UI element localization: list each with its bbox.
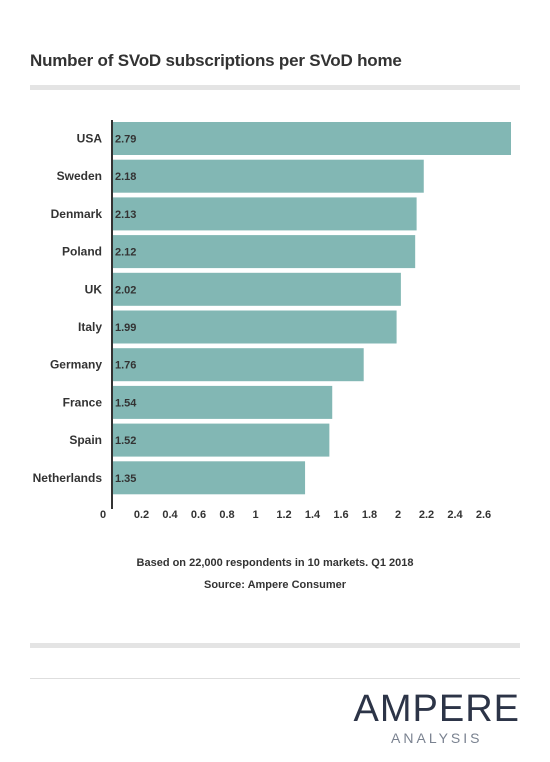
bottom-divider — [30, 643, 520, 648]
category-label: USA — [77, 132, 103, 146]
footer-divider — [30, 678, 520, 679]
category-label: Denmark — [51, 207, 103, 221]
logo-subtitle: ANALYSIS — [391, 730, 483, 746]
bar-uk — [112, 272, 401, 306]
category-label: Poland — [62, 245, 102, 259]
category-label: Italy — [78, 320, 102, 334]
top-divider — [30, 85, 520, 90]
bar-sweden — [112, 159, 424, 193]
x-tick-label: 1.6 — [333, 509, 348, 521]
bar-poland — [112, 235, 416, 269]
x-tick-label: 1.4 — [305, 509, 321, 521]
data-label: 2.13 — [115, 209, 136, 221]
x-tick-label: 1 — [252, 509, 258, 521]
bar-netherlands — [112, 461, 306, 495]
bar-denmark — [112, 197, 417, 231]
category-label: Netherlands — [33, 471, 103, 485]
bar-usa — [112, 122, 511, 155]
x-tick-label: 2.2 — [419, 509, 434, 521]
data-label: 1.76 — [115, 360, 136, 372]
data-label: 2.79 — [115, 134, 136, 146]
x-tick-label: 0.8 — [219, 509, 234, 521]
category-label: Germany — [50, 358, 102, 372]
bar-germany — [112, 348, 364, 382]
x-tick-label: 0.4 — [162, 509, 178, 521]
bar-france — [112, 385, 333, 419]
logo-wordmark: AMPERE — [353, 688, 520, 730]
data-label: 2.02 — [115, 284, 136, 296]
respondents-note: Based on 22,000 respondents in 10 market… — [136, 557, 414, 569]
source-note: Source: Ampere Consumer — [203, 579, 347, 591]
category-label: Sweden — [57, 169, 102, 183]
data-label: 1.54 — [115, 397, 137, 409]
bar-italy — [112, 310, 397, 344]
category-label: France — [63, 395, 103, 409]
x-tick-label: 1.8 — [362, 509, 377, 521]
chart-title: Number of SVoD subscriptions per SVoD ho… — [30, 51, 402, 70]
data-label: 1.52 — [115, 435, 136, 447]
x-tick-label: 0.2 — [134, 509, 149, 521]
category-label: Spain — [69, 433, 102, 447]
x-tick-label: 0 — [100, 509, 106, 521]
x-tick-label: 2.6 — [476, 509, 491, 521]
bar-chart: USA 2.79 Sweden 2.18 Denmark 2.13 Poland 2.12 UK… — [33, 120, 511, 521]
x-tick-label: 0.6 — [191, 509, 206, 521]
bar-spain — [112, 423, 330, 457]
x-tick-label: 2.4 — [447, 509, 463, 521]
data-label: 2.12 — [115, 247, 136, 259]
data-label: 1.99 — [115, 322, 136, 334]
x-tick-label: 2 — [395, 509, 401, 521]
data-label: 1.35 — [115, 473, 136, 485]
ampere-analysis-logo: AMPERE ANALYSIS — [354, 688, 520, 746]
category-label: UK — [85, 282, 103, 296]
x-tick-label: 1.2 — [276, 509, 291, 521]
data-label: 2.18 — [115, 171, 136, 183]
